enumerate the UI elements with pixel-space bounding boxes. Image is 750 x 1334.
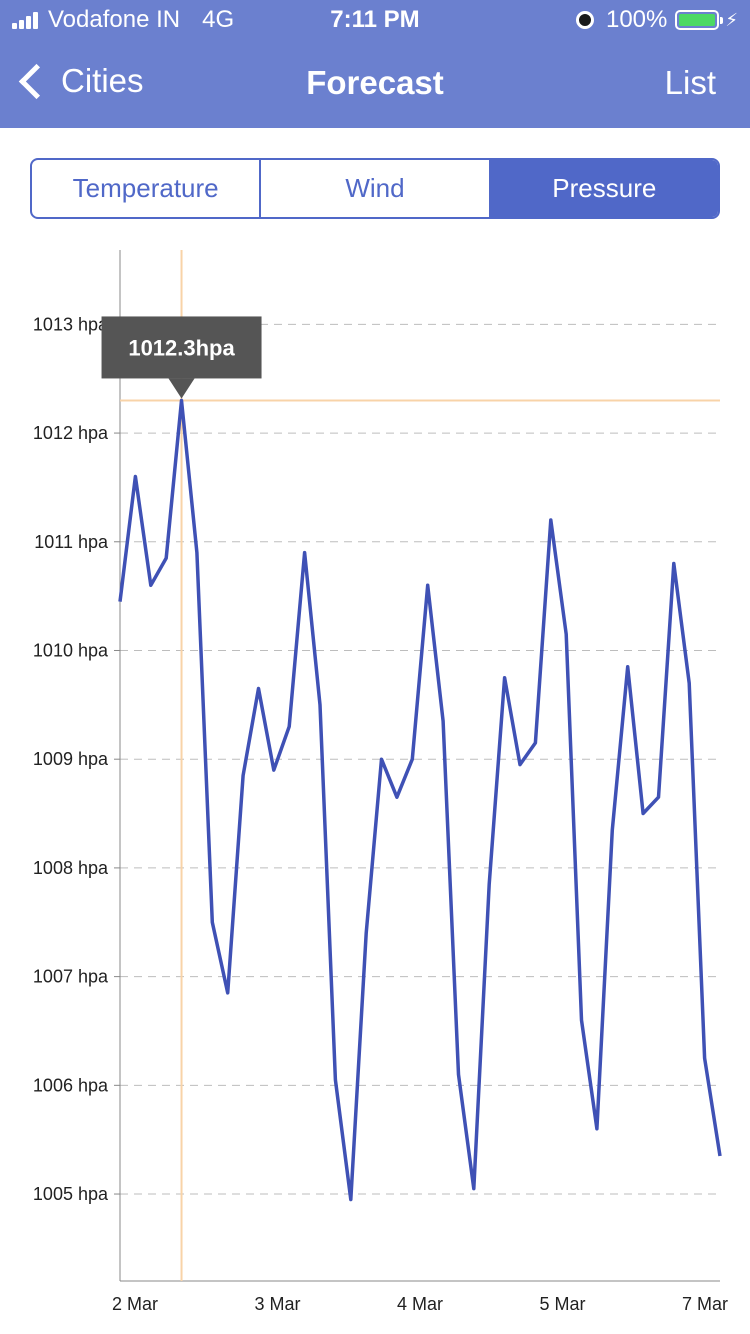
tooltip-box bbox=[101, 316, 262, 379]
x-tick-label: 2 Mar bbox=[112, 1294, 158, 1314]
y-tick-label: 1012 hpa bbox=[33, 423, 109, 443]
back-button-label: Cities bbox=[61, 62, 144, 99]
status-time: 7:11 PM bbox=[330, 6, 420, 33]
pressure-series-line bbox=[118, 398, 722, 1202]
y-tick-label: 1009 hpa bbox=[33, 749, 109, 769]
y-tick-label: 1013 hpa bbox=[33, 314, 109, 334]
status-bar: Vodafone IN 4G 7:11 PM 100% ⚡︎ bbox=[0, 0, 750, 40]
tab-pressure[interactable]: Pressure bbox=[488, 160, 718, 217]
alarm-icon bbox=[575, 11, 594, 29]
tooltip-value: 1012.3hpa bbox=[128, 335, 235, 360]
app-header: Vodafone IN 4G 7:11 PM 100% ⚡︎ Cities Fo… bbox=[0, 0, 750, 128]
tab-wind[interactable]: Wind bbox=[259, 160, 488, 217]
y-tick-label: 1006 hpa bbox=[33, 1075, 109, 1095]
back-button[interactable]: Cities bbox=[14, 62, 144, 100]
tooltip-pointer bbox=[168, 378, 195, 399]
page-title: Forecast bbox=[306, 64, 444, 101]
list-button[interactable]: List bbox=[664, 64, 716, 101]
signal-icon bbox=[12, 11, 40, 29]
y-tick-label: 1008 hpa bbox=[33, 858, 109, 878]
battery-percent: 100% bbox=[605, 6, 668, 33]
x-tick-label: 4 Mar bbox=[397, 1294, 443, 1314]
y-tick-label: 1011 hpa bbox=[34, 532, 109, 552]
x-tick-label: 3 Mar bbox=[254, 1294, 300, 1314]
forecast-segmented-control: Temperature Wind Pressure bbox=[30, 158, 720, 219]
status-left: Vodafone IN 4G bbox=[12, 6, 234, 34]
x-tick-label: 5 Mar bbox=[539, 1294, 585, 1314]
network-type: 4G bbox=[202, 6, 235, 33]
y-tick-label: 1007 hpa bbox=[33, 967, 109, 987]
bolt-icon: ⚡︎ bbox=[725, 9, 738, 30]
y-tick-label: 1005 hpa bbox=[33, 1184, 109, 1204]
carrier-name: Vodafone IN bbox=[48, 6, 181, 33]
battery-icon bbox=[675, 10, 724, 30]
x-tick-label: 7 Mar bbox=[682, 1294, 728, 1314]
pressure-chart[interactable]: 1005 hpa 1006 hpa 1007 hpa 1008 hpa 1009 hpa… bbox=[0, 250, 750, 1334]
tab-temperature[interactable]: Temperature bbox=[72, 173, 219, 203]
y-tick-label: 1010 hpa bbox=[33, 640, 109, 660]
nav-bar: Cities Forecast List bbox=[0, 40, 750, 128]
status-right: 100% ⚡︎ bbox=[575, 6, 738, 34]
